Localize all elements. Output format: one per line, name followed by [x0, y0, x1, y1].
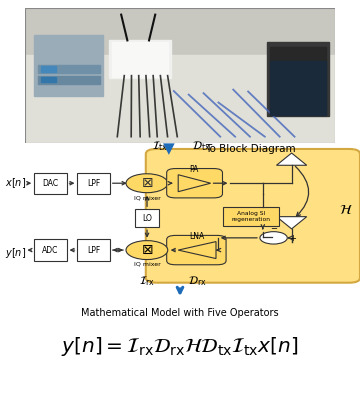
Text: $\mathcal{I}_\mathrm{rx}$: $\mathcal{I}_\mathrm{rx}$	[139, 274, 155, 288]
Bar	[34, 239, 67, 261]
Text: LNA: LNA	[190, 232, 205, 241]
Polygon shape	[276, 153, 307, 165]
Bar	[112, 42, 168, 77]
Bar	[35, 35, 103, 96]
Text: $y[n] = \mathcal{I}_\mathrm{rx}\mathcal{D}_\mathrm{rx}\mathcal{H}\mathcal{D}_\ma: $y[n] = \mathcal{I}_\mathrm{rx}\mathcal{…	[61, 335, 299, 358]
Bar	[25, 55, 335, 143]
Circle shape	[260, 231, 287, 244]
Polygon shape	[276, 217, 307, 229]
Text: $x[n]$: $x[n]$	[5, 176, 26, 190]
Text: PA: PA	[190, 165, 199, 174]
Text: LPF: LPF	[87, 246, 100, 255]
FancyBboxPatch shape	[167, 169, 222, 198]
Text: LPF: LPF	[87, 179, 100, 188]
Bar	[77, 239, 110, 261]
Bar	[135, 209, 159, 227]
Text: $-$: $-$	[270, 222, 278, 231]
Bar	[37, 65, 99, 73]
Bar	[41, 66, 56, 72]
Polygon shape	[178, 175, 211, 192]
Bar	[223, 207, 279, 226]
Bar	[41, 77, 56, 83]
FancyBboxPatch shape	[167, 235, 226, 265]
Polygon shape	[178, 242, 216, 259]
Text: ADC: ADC	[42, 246, 59, 255]
Text: $\boxtimes$: $\boxtimes$	[141, 176, 153, 190]
Text: ▼: ▼	[163, 141, 175, 156]
Bar	[37, 75, 99, 84]
Text: DAC: DAC	[42, 179, 58, 188]
Text: $\boxtimes$: $\boxtimes$	[141, 243, 153, 257]
Text: $y[n]$: $y[n]$	[5, 246, 26, 260]
Bar	[267, 42, 329, 116]
FancyBboxPatch shape	[146, 149, 360, 283]
Bar	[25, 8, 335, 55]
Text: $+$: $+$	[289, 233, 297, 243]
Bar	[270, 47, 325, 115]
Text: IQ mixer: IQ mixer	[134, 195, 160, 200]
Text: Mathematical Model with Five Operators: Mathematical Model with Five Operators	[81, 308, 279, 318]
Circle shape	[126, 174, 168, 193]
Text: IQ mixer: IQ mixer	[134, 262, 160, 267]
Bar	[34, 173, 67, 194]
Bar	[270, 61, 325, 115]
Text: Analog SI
regeneration: Analog SI regeneration	[231, 211, 271, 222]
Bar	[109, 40, 171, 78]
Text: LO: LO	[142, 214, 152, 223]
Circle shape	[126, 241, 168, 259]
Text: $\mathcal{H}$: $\mathcal{H}$	[339, 203, 352, 217]
Text: To Block Diagram: To Block Diagram	[205, 143, 296, 154]
Bar	[77, 173, 110, 194]
Text: $\mathcal{D}_\mathrm{rx}$: $\mathcal{D}_\mathrm{rx}$	[188, 274, 207, 288]
Text: $\mathcal{I}_\mathrm{tx}$: $\mathcal{I}_\mathrm{tx}$	[152, 140, 168, 153]
Text: $\mathcal{D}_\mathrm{tx}$: $\mathcal{D}_\mathrm{tx}$	[192, 140, 211, 153]
